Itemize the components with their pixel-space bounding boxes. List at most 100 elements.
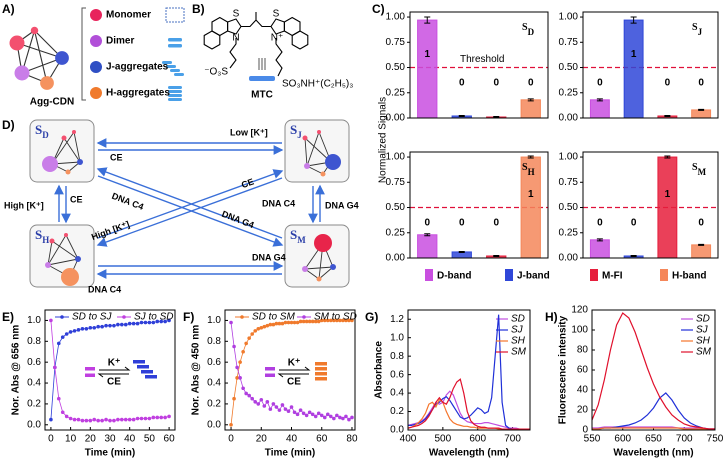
inset-shape — [315, 377, 327, 381]
state-sub: D — [42, 130, 49, 140]
legend-marker — [122, 315, 126, 319]
legend-label: SM — [511, 347, 527, 358]
x-axis-label: Wavelength (nm) — [613, 448, 693, 459]
value-label: 0 — [493, 78, 499, 89]
state-sub: M — [297, 235, 306, 245]
series-line — [591, 312, 715, 430]
value-label: 0 — [459, 218, 465, 229]
inset-shape — [141, 370, 153, 374]
legend-label: SJ — [696, 325, 709, 336]
atom-label: N⁺ — [271, 33, 284, 44]
y-tick-label: 1.0 — [27, 315, 41, 326]
data-point — [112, 418, 116, 423]
data-point — [49, 318, 53, 323]
data-point — [235, 365, 239, 370]
data-point — [49, 417, 53, 422]
inset-arrow — [97, 366, 131, 378]
bar — [520, 99, 541, 119]
state-label: SJ — [290, 122, 302, 140]
y-tick-label: 0.50 — [559, 62, 579, 73]
legend-label: J-band — [517, 271, 550, 282]
legend-marker — [240, 315, 244, 319]
data-point — [350, 415, 354, 420]
data-point — [283, 407, 288, 411]
data-point — [244, 341, 248, 346]
error-bar — [493, 115, 500, 118]
y-tick-label: 0 — [582, 425, 588, 436]
data-point — [286, 409, 291, 414]
state-box: SM — [284, 224, 350, 288]
data-point — [131, 417, 136, 422]
series-line — [230, 320, 352, 425]
data-point — [341, 318, 345, 323]
plot-frame — [582, 11, 719, 119]
legend-ball — [90, 9, 102, 21]
x-tick-label: 20 — [85, 434, 97, 445]
data-point — [250, 396, 255, 401]
value-label: 1 — [665, 189, 671, 200]
threshold-label: Threshold — [460, 54, 504, 65]
data-point — [96, 418, 100, 423]
inset-label: K⁺ — [108, 358, 121, 369]
data-point — [265, 400, 270, 404]
data-point — [96, 324, 100, 329]
x-tick-label: 80 — [346, 434, 358, 445]
data-point — [313, 414, 318, 419]
inset-shape — [85, 373, 95, 377]
legend-label: H-aggregates — [106, 88, 170, 99]
series-line — [407, 378, 530, 430]
arrow-label: DNA C4 — [262, 198, 295, 208]
data-point — [322, 415, 327, 420]
plot-frame — [44, 309, 176, 431]
data-point — [313, 319, 318, 324]
legend-label: Dimer — [106, 36, 134, 47]
error-bar — [527, 98, 534, 102]
data-point — [127, 321, 132, 326]
x-tick-label: 750 — [707, 434, 723, 445]
data-point — [292, 320, 297, 325]
error-bar — [424, 16, 431, 24]
data-point — [84, 326, 89, 331]
y-tick-label: 0.00 — [386, 253, 406, 264]
data-point — [271, 402, 276, 406]
legend-swatch — [425, 269, 433, 281]
series-line — [592, 392, 715, 430]
y-tick-label: 0.75 — [386, 37, 406, 48]
data-point — [316, 319, 321, 324]
legend-label: SJ to SD — [134, 312, 173, 323]
legend-label: Monomer — [106, 10, 151, 21]
data-point — [76, 328, 81, 332]
y-tick-label: 0.6 — [207, 357, 221, 368]
arrow-label: CE — [110, 152, 123, 162]
x-tick-label: 700 — [504, 434, 521, 445]
y-axis-label: Nor. Abs @ 656 nm — [11, 325, 22, 416]
data-point — [88, 325, 93, 330]
data-point — [332, 416, 336, 421]
value-label: 1 — [528, 189, 534, 200]
data-point — [319, 413, 324, 418]
value-label: 0 — [631, 218, 637, 229]
data-point — [167, 318, 171, 323]
state-label: SM — [290, 227, 306, 245]
data-point — [304, 413, 309, 418]
data-point — [64, 332, 69, 336]
data-point — [329, 414, 333, 419]
x-axis-label: Time (min) — [265, 448, 315, 459]
data-point — [72, 417, 77, 422]
data-point — [262, 324, 267, 329]
inset-label: CE — [107, 377, 121, 388]
inset-shape — [265, 373, 275, 377]
data-point — [104, 323, 108, 328]
y-tick-label: 0.25 — [386, 87, 406, 98]
y-tick-label: 0.75 — [559, 37, 579, 48]
data-point — [325, 412, 330, 417]
data-point — [280, 403, 285, 407]
error-bar — [527, 155, 534, 159]
data-point — [350, 318, 354, 323]
data-point — [316, 411, 321, 416]
panel-label: H) — [545, 310, 558, 324]
y-tick-label: 1.0 — [390, 332, 404, 343]
data-point — [84, 418, 89, 423]
data-point — [298, 319, 303, 324]
data-point — [235, 376, 239, 380]
